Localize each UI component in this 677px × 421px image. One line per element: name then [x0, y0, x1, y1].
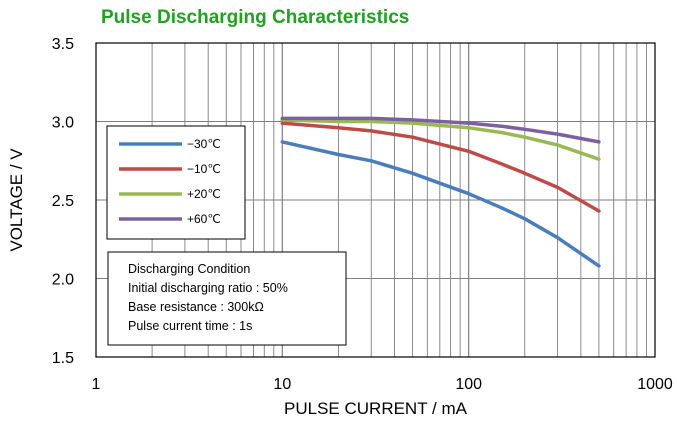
legend-label: −30℃ [187, 137, 221, 151]
x-tick-label: 100 [455, 376, 482, 393]
note-line: Base resistance : 300kΩ [128, 300, 264, 314]
note-line: Discharging Condition [128, 262, 250, 276]
grid [96, 43, 655, 357]
y-tick-label: 1.5 [52, 350, 74, 367]
y-tick-label: 3.0 [52, 115, 74, 132]
legend-label: +60℃ [187, 212, 221, 226]
x-tick-label: 1 [92, 376, 101, 393]
series-lines [280, 116, 601, 268]
chart-title: Pulse Discharging Characteristics [101, 7, 409, 28]
plot-area-frame [95, 42, 656, 358]
condition-note: Discharging Condition Initial discharging… [107, 251, 347, 346]
series-line [280, 118, 601, 161]
series-line [280, 140, 601, 268]
x-tick-label: 1000 [637, 376, 673, 393]
legend-label: +20℃ [187, 187, 221, 201]
note-box [107, 251, 347, 346]
note-line: Initial discharging ratio : 50% [128, 281, 288, 295]
x-tick-label: 10 [273, 376, 291, 393]
y-tick-label: 3.5 [52, 36, 74, 53]
series-line [280, 121, 601, 213]
x-axis-label: PULSE CURRENT / mA [284, 399, 468, 418]
y-tick-label: 2.5 [52, 193, 74, 210]
note-line: Pulse current time : 1s [128, 319, 252, 333]
y-axis-ticks: 1.5 2.0 2.5 3.0 3.5 [52, 36, 74, 367]
legend: −30℃ −10℃ +20℃ +60℃ [106, 125, 246, 240]
x-axis-ticks: 1 10 100 1000 [92, 376, 673, 393]
y-axis-label: VOLTAGE / V [7, 148, 26, 252]
series-line [280, 116, 601, 144]
legend-label: −10℃ [187, 162, 221, 176]
y-tick-label: 2.0 [52, 272, 74, 289]
